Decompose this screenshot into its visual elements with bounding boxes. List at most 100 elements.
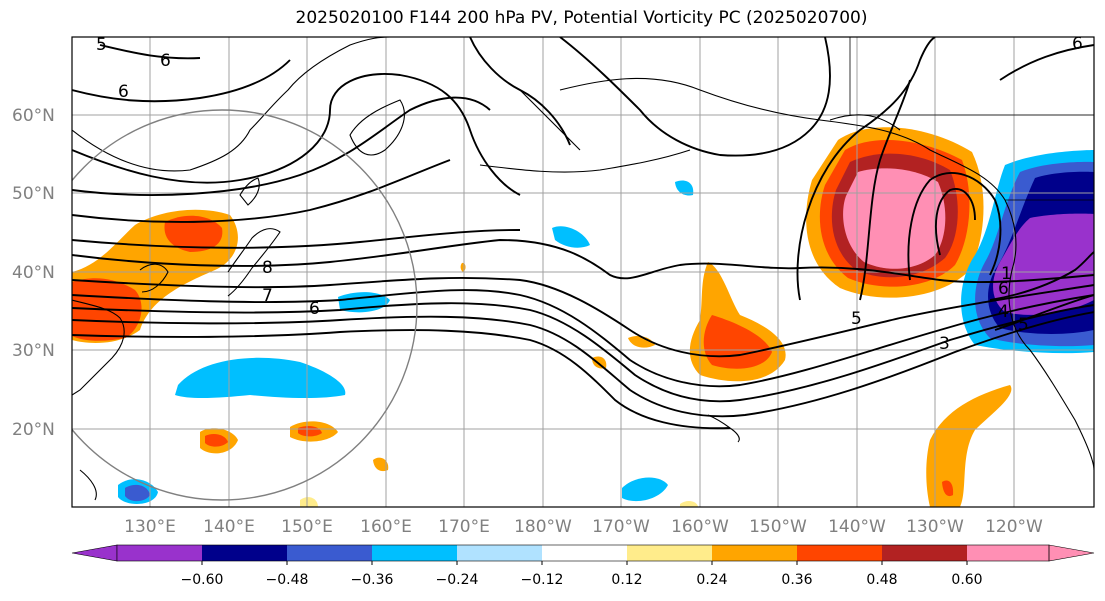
contour-line-ne <box>999 44 1094 81</box>
height-contours <box>72 37 1094 430</box>
contour-line-nw <box>559 37 831 157</box>
coast-islands-w <box>79 469 97 501</box>
coast-alaska <box>559 77 1006 201</box>
colorbar-segment <box>372 545 457 561</box>
contour-line-ridge3 <box>907 172 1002 281</box>
lon-label: 140°W <box>828 517 886 537</box>
colorbar-segment <box>117 545 202 561</box>
lon-label: 130°E <box>124 517 176 537</box>
contour-labels: 5 6 6 8 7 6 5 3 4 5 6 1 6 <box>96 34 1083 354</box>
lon-label: 170°W <box>592 517 650 537</box>
colorbar-segment <box>967 545 1049 561</box>
pv-fill-orange-se <box>926 385 1012 507</box>
contour-label: 3 <box>939 334 950 354</box>
lon-label: 130°W <box>906 517 964 537</box>
contour-line-2 <box>72 276 1094 358</box>
coastlines <box>72 37 1094 501</box>
contour-label: 4 <box>998 302 1009 322</box>
colorbar-tick-label: −0.12 <box>521 572 564 588</box>
contour-line-n6 <box>72 229 521 249</box>
lat-label: 60°N <box>12 106 55 126</box>
coast-china <box>72 299 125 396</box>
pv-fill-orange-s4 <box>592 356 607 369</box>
contour-label: 6 <box>1072 34 1083 54</box>
contour-line-6 <box>72 329 731 430</box>
lat-label: 20°N <box>12 420 55 440</box>
lon-label: 140°E <box>203 517 255 537</box>
contour-line-north-mid <box>469 37 571 146</box>
lon-label: 160°E <box>360 517 412 537</box>
pv-fill-lightblue-nw <box>552 226 590 248</box>
coast-asia <box>72 37 391 172</box>
contour-line-east <box>989 251 1094 301</box>
pv-fill-layer <box>72 127 1094 507</box>
pv-fill-red-se <box>942 480 954 497</box>
contour-label: 8 <box>262 258 273 278</box>
contour-line-n5 <box>72 159 451 223</box>
pv-fill-yellow-1 <box>300 497 318 507</box>
contour-line-1 <box>72 239 1094 284</box>
pv-fill-red-s1 <box>205 434 228 447</box>
contour-line-n4 <box>72 96 491 196</box>
pv-fill-orange-s3 <box>373 457 389 472</box>
pv-fill-pink-ne <box>843 168 946 269</box>
lat-label: 40°N <box>12 263 55 283</box>
pv-fill-lightblue-small <box>675 180 694 196</box>
colorbar-arrow-right <box>1048 544 1095 562</box>
contour-line-5 <box>72 311 1094 418</box>
latitude-labels: 60°N 50°N 40°N 30°N 20°N <box>12 106 55 440</box>
pv-fill-blue-bot1 <box>125 484 150 502</box>
colorbar-tick-label: −0.48 <box>266 572 309 588</box>
coast-bering <box>519 89 581 151</box>
colorbar-tick-label: −0.60 <box>181 572 224 588</box>
lon-label: 180°W <box>514 517 572 537</box>
contour-line-n3 <box>99 44 201 60</box>
lon-label: 120°W <box>985 517 1043 537</box>
colorbar-segment <box>287 545 372 561</box>
colorbar-ticks: −0.60 −0.48 −0.36 −0.24 −0.12 0.12 0.24 … <box>181 561 983 588</box>
contour-line-4 <box>72 302 1094 403</box>
contour-line-n1 <box>72 73 521 196</box>
colorbar-segment <box>457 545 542 561</box>
lon-label: 170°E <box>438 517 490 537</box>
map-frame <box>71 36 1095 508</box>
coast-na <box>1004 199 1094 471</box>
pv-fill-orange-s5 <box>628 335 655 348</box>
contour-label: 5 <box>851 309 862 329</box>
colorbar-tick-label: 0.60 <box>951 572 982 588</box>
colorbar-segment <box>542 545 627 561</box>
lon-label: 150°W <box>749 517 807 537</box>
contour-label: 6 <box>160 51 171 71</box>
contour-line-ridge4 <box>934 188 976 256</box>
coast-aleutians <box>479 149 691 173</box>
pv-fill-yellow-2 <box>680 500 698 507</box>
lat-label: 30°N <box>12 341 55 361</box>
contour-line-n2 <box>72 59 291 103</box>
colorbar-segment <box>797 545 882 561</box>
colorbar-tick-label: −0.36 <box>351 572 394 588</box>
contour-label: 5 <box>96 35 107 55</box>
contour-label: 6 <box>309 299 320 319</box>
contour-label: 7 <box>262 286 273 306</box>
contour-label: 6 <box>118 82 129 102</box>
colorbar-tick-label: 0.36 <box>781 572 812 588</box>
colorbar-segment <box>627 545 712 561</box>
coast-alaska-south <box>829 114 901 131</box>
contour-line-east2 <box>994 294 1094 331</box>
pv-fill-red-central <box>703 315 772 369</box>
map-title: 2025020100 F144 200 hPa PV, Potential Vo… <box>295 8 868 28</box>
colorbar-segment <box>882 545 967 561</box>
contour-line-ridge2 <box>859 79 911 301</box>
pv-fill-lightblue-south <box>175 357 346 399</box>
colorbar-tick-label: 0.24 <box>696 572 727 588</box>
contour-label: 5 <box>1018 315 1029 335</box>
coast-korea <box>139 263 169 293</box>
lon-label: 160°W <box>671 517 729 537</box>
contour-line-ridge1 <box>796 37 936 301</box>
region-circle <box>72 109 418 501</box>
coast-kamchatka <box>349 99 405 156</box>
longitude-labels: 130°E 140°E 150°E 160°E 170°E 180°W 170°… <box>124 517 1043 537</box>
colorbar-segment <box>712 545 797 561</box>
borders <box>849 37 1094 201</box>
